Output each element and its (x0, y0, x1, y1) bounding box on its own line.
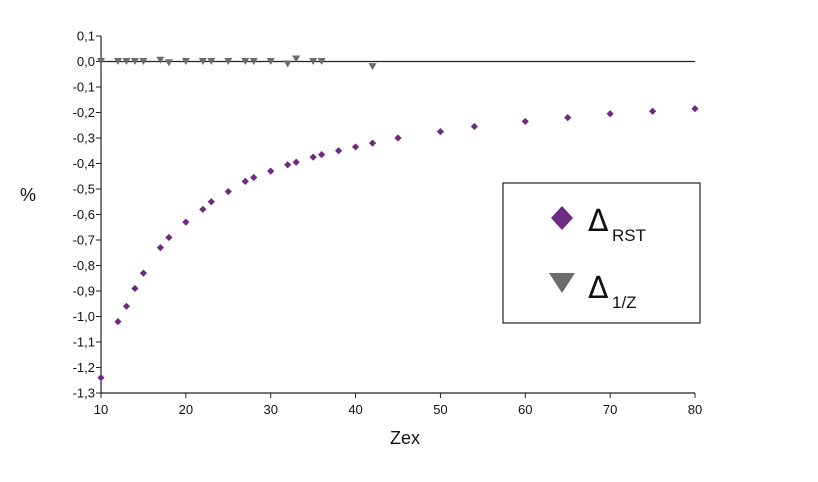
legend-label-series-2: Δ (588, 271, 609, 306)
data-point-rst (691, 105, 699, 113)
data-point-1z (139, 58, 148, 65)
y-tick-label: 0,0 (77, 54, 95, 69)
x-tick-label: 20 (179, 402, 193, 417)
data-point-rst (131, 284, 139, 293)
axes (96, 35, 696, 398)
data-point-1z (266, 58, 275, 65)
y-tick-label: -1,0 (73, 309, 95, 324)
data-point-rst (564, 114, 572, 122)
y-tick-labels: 0,1 0,0 -0,1 -0,2 -0,3 -0,4 -0,5 -0,6 -0,7 -0,8 -0… (73, 29, 95, 401)
y-tick-label: -0,5 (73, 182, 95, 197)
legend-marker-triangle-down-icon (549, 273, 575, 293)
x-tick-label: 30 (263, 402, 277, 417)
x-tick-label: 50 (433, 402, 447, 417)
data-point-rst (156, 244, 164, 252)
legend-sublabel-series-2: 1/Z (612, 293, 637, 312)
data-point-rst (318, 150, 326, 159)
y-tick-label: -0,1 (73, 80, 95, 95)
data-point-rst (606, 110, 614, 118)
x-axis-title: Zex (390, 428, 420, 448)
data-point-rst (470, 122, 478, 131)
data-point-1z (249, 58, 258, 65)
data-point-rst (199, 205, 207, 213)
data-point-rst (224, 187, 232, 196)
x-tick-label: 80 (688, 402, 702, 417)
data-point-rst (250, 173, 258, 182)
data-point-1z (309, 58, 318, 65)
data-point-1z (97, 58, 105, 65)
data-point-1z (113, 58, 122, 65)
data-point-rst (165, 233, 173, 242)
data-point-rst (335, 147, 343, 155)
y-tick-label: -0,6 (73, 207, 95, 222)
data-point-1z (130, 58, 139, 65)
data-point-1z (292, 55, 301, 63)
data-point-1z (207, 58, 216, 65)
y-tick-label: 0,1 (77, 29, 95, 44)
data-point-rst (436, 128, 445, 136)
data-point-rst (207, 198, 215, 206)
legend: Δ RST Δ 1/Z (502, 182, 701, 324)
y-tick-label: -1,3 (73, 386, 95, 401)
y-tick-label: -0,2 (73, 105, 95, 120)
data-point-rst (309, 153, 317, 161)
data-point-1z (122, 58, 131, 65)
data-point-rst (182, 218, 190, 226)
x-tick-label: 40 (348, 402, 362, 417)
y-tick-label: -0,4 (73, 156, 95, 171)
data-point-1z (317, 58, 326, 65)
y-tick-label: -0,3 (73, 131, 95, 146)
legend-box (502, 182, 701, 324)
data-point-rst (241, 177, 249, 185)
data-point-1z (283, 60, 292, 68)
legend-label-series-1: Δ (588, 204, 609, 239)
data-point-1z (241, 58, 250, 65)
data-point-1z (181, 58, 190, 65)
data-point-rst (368, 139, 377, 147)
data-point-rst (292, 158, 300, 166)
data-point-rst (394, 134, 402, 142)
y-tick-label: -1,1 (73, 335, 95, 350)
x-tick-labels: 10 20 30 40 50 60 70 80 (94, 402, 702, 417)
y-tick-label: -0,9 (73, 284, 95, 299)
data-point-1z (156, 56, 165, 64)
data-point-1z (164, 59, 173, 67)
data-point-rst (648, 107, 657, 115)
legend-marker-diamond-icon (551, 206, 573, 230)
data-point-rst (122, 302, 131, 310)
data-point-rst (267, 167, 275, 175)
x-tick-label: 70 (603, 402, 617, 417)
data-point-rst (114, 318, 122, 326)
data-point-rst (97, 374, 105, 382)
data-point-rst (284, 161, 292, 169)
y-axis-title: % (20, 185, 36, 205)
y-tick-label: -0,8 (73, 258, 95, 273)
y-tick-label: -1,2 (73, 360, 95, 375)
data-point-1z (368, 63, 377, 71)
legend-sublabel-series-1: RST (612, 226, 646, 245)
data-point-1z (224, 58, 233, 65)
data-points (97, 55, 699, 382)
x-tick-label: 10 (94, 402, 108, 417)
data-point-rst (521, 117, 529, 126)
data-point-rst (139, 269, 148, 277)
data-point-rst (351, 143, 360, 151)
x-tick-label: 60 (518, 402, 532, 417)
data-point-1z (198, 58, 207, 65)
y-tick-label: -0,7 (73, 233, 95, 248)
